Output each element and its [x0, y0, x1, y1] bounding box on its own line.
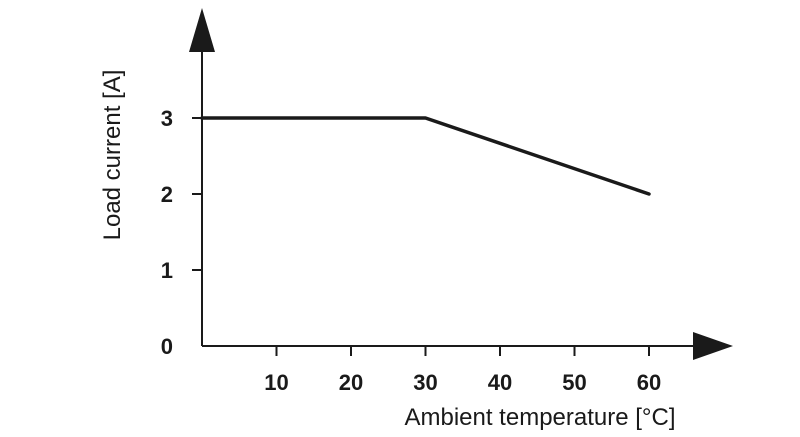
- y-tick-label: 1: [161, 258, 173, 283]
- x-tick-label: 10: [264, 370, 288, 395]
- y-tick-label: 3: [161, 106, 173, 131]
- x-tick-label: 20: [339, 370, 363, 395]
- x-axis-arrow: [693, 332, 733, 360]
- y-tick-label: 0: [161, 334, 173, 359]
- x-tick-label: 40: [488, 370, 512, 395]
- x-axis-label: Ambient temperature [°C]: [404, 404, 675, 431]
- x-tick-label: 50: [562, 370, 586, 395]
- y-axis-arrow: [189, 8, 215, 52]
- series: [200, 116, 651, 196]
- x-tick-label: 30: [413, 370, 437, 395]
- axes: [189, 8, 733, 360]
- y-axis-label: Load current [A]: [99, 70, 126, 241]
- derating-curve: [200, 116, 651, 196]
- x-tick-label: 60: [637, 370, 661, 395]
- ticks: 10 20 30 40 50 60 0 1 2 3: [161, 106, 661, 395]
- y-tick-label: 2: [161, 182, 173, 207]
